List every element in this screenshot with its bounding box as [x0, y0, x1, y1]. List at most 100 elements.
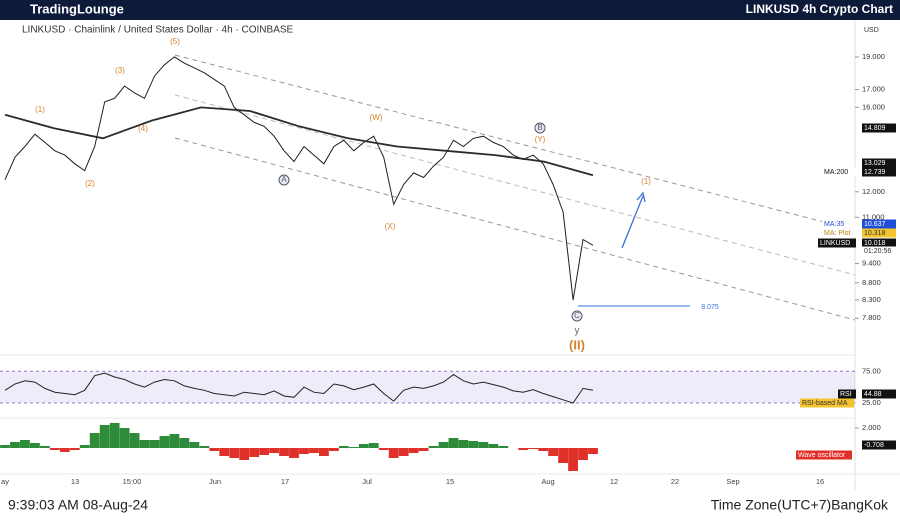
x-tick-label: 22 — [671, 477, 679, 486]
badge-label: 44.88 — [864, 391, 882, 398]
wave-label: (5) — [170, 37, 180, 46]
oscillator-bar — [558, 448, 569, 463]
rsi-badge — [862, 389, 896, 399]
price-badge — [862, 219, 896, 229]
oscillator-bar — [179, 438, 190, 448]
oscillator-bar — [588, 448, 598, 454]
oscillator-bar — [578, 448, 588, 460]
oscillator-bar — [568, 448, 578, 471]
price-badge — [862, 158, 896, 168]
oscillator-bar — [99, 425, 110, 448]
oscillator-bar — [368, 443, 379, 448]
badge-label: RSI-based MA — [802, 400, 848, 407]
oscillator-bar — [129, 433, 140, 448]
wave-label: (X) — [385, 222, 396, 231]
oscillator-bar — [478, 442, 489, 448]
ma-line — [4, 106, 594, 177]
wave-label: (Y) — [535, 135, 546, 144]
wave-label: (1) — [641, 177, 651, 186]
badge-label: 12.739 — [864, 169, 886, 176]
wave-label: A — [281, 175, 287, 184]
wave-label: 8.075 — [701, 304, 719, 311]
oscillator-bar — [279, 448, 289, 456]
price-badge — [818, 238, 856, 248]
y-tick-label: 2.000 — [862, 423, 881, 432]
y-tick-label: 7.800 — [862, 313, 881, 322]
oscillator-bar — [438, 442, 449, 448]
projection-arrow — [621, 191, 646, 249]
oscillator-bar — [259, 448, 270, 455]
y-tick-label: 25.00 — [862, 398, 881, 407]
price-badge — [862, 228, 896, 238]
x-tick-label: ay — [1, 477, 9, 486]
footer-timezone: Time Zone(UTC+7)BangKok — [711, 497, 889, 513]
y-tick-label: 12.000 — [862, 187, 885, 196]
oscillator-bar — [458, 440, 469, 448]
badge-label: 10.637 — [864, 221, 886, 228]
y-tick-label: 16.000 — [862, 102, 885, 111]
oscillator-bar — [189, 442, 200, 448]
price-badge — [822, 228, 860, 238]
wave-label: (4) — [138, 124, 148, 133]
symbol-line: LINKUSD · Chainlink / United States Doll… — [22, 25, 294, 36]
badge-label: 10.018 — [864, 240, 886, 247]
oscillator-bar — [408, 448, 419, 453]
rsi-badge — [838, 389, 856, 399]
y-tick-label: 75.00 — [862, 366, 881, 375]
oscillator-bar — [169, 434, 180, 448]
oscillator-bar — [428, 446, 439, 448]
oscillator-badge — [796, 450, 852, 460]
oscillator-bar — [10, 442, 20, 448]
oscillator-bar — [199, 446, 210, 448]
x-tick-label: 15 — [446, 477, 454, 486]
y-tick-label: 11.000 — [862, 212, 884, 221]
oscillator-bar — [249, 448, 260, 457]
oscillator-bar — [149, 440, 160, 448]
wave-label: (1) — [35, 105, 45, 114]
x-tick-label: Jul — [362, 477, 372, 486]
price-badge — [822, 219, 860, 229]
y-tick-label: 9.400 — [862, 258, 881, 267]
badge-label: 14.809 — [864, 125, 886, 132]
chart-area — [0, 20, 900, 490]
price-badge — [862, 238, 896, 248]
oscillator-bar — [0, 445, 10, 448]
header-title: LINKUSD 4h Crypto Chart — [746, 2, 893, 16]
oscillator-bar — [299, 448, 309, 454]
oscillator-bar — [319, 448, 329, 456]
rsi-badge — [800, 398, 854, 408]
logo: TradingLounge — [30, 1, 124, 16]
price-badge — [862, 167, 896, 177]
oscillator-bar — [488, 444, 499, 448]
badge-label: MA:35 — [824, 221, 844, 228]
y-tick-label: 8.800 — [862, 278, 881, 287]
price-badge — [862, 25, 896, 35]
wave-label: (W) — [370, 113, 383, 122]
badge-label: 10.318 — [864, 230, 886, 237]
oscillator-bar — [398, 448, 409, 456]
badge-label: USD — [864, 27, 879, 34]
oscillator-bar — [79, 445, 90, 448]
oscillator-bar — [528, 448, 539, 449]
header-bar — [0, 0, 900, 20]
x-tick-label: 17 — [281, 477, 289, 486]
badge-label: MA:200 — [824, 169, 848, 176]
y-tick-label: 17.000 — [862, 85, 885, 94]
badge-label: LINKUSD — [820, 240, 850, 247]
badge-label: RSI — [840, 391, 852, 398]
oscillator-bar — [448, 438, 459, 448]
y-tick-label: 8.300 — [862, 295, 881, 304]
oscillator-bar — [20, 440, 30, 448]
y-tick-label: 19.000 — [862, 52, 885, 61]
oscillator-bar — [89, 433, 100, 448]
oscillator-bar — [59, 448, 70, 452]
oscillator-bar — [418, 448, 429, 451]
wave-circle — [571, 310, 583, 322]
badge-label: -0.708 — [864, 442, 884, 449]
oscillator-bar — [538, 448, 549, 451]
oscillator-bar — [338, 446, 349, 448]
x-tick-label: Sep — [726, 477, 739, 486]
x-tick-label: 15:00 — [123, 477, 142, 486]
price-badge — [862, 123, 896, 133]
